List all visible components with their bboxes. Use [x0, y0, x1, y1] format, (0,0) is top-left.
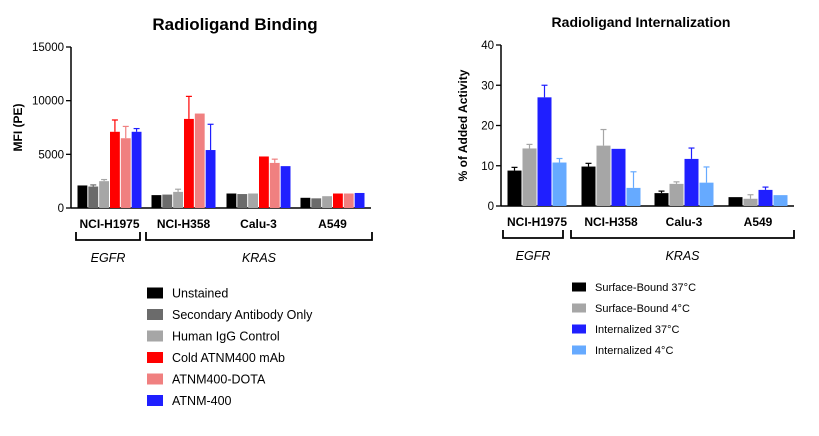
chart1-legend-label: Unstained: [172, 287, 228, 301]
chart1-bar: [77, 185, 88, 208]
chart2-bar: [626, 187, 641, 206]
chart2-y-tick-label: 10: [481, 161, 494, 173]
chart2-x-tick-label: A549: [744, 215, 773, 229]
chart2-bar: [743, 198, 758, 206]
chart1-bar: [120, 138, 131, 208]
chart1-bar: [354, 192, 365, 208]
chart2-bar: [581, 166, 596, 206]
chart1-x-tick-label: NCI-H1975: [79, 217, 139, 231]
chart1-y-tick-label: 0: [58, 203, 64, 215]
chart2-legend-label: Internalized 4°C: [595, 345, 673, 357]
chart2-y-axis-label: % of Added Activity: [456, 69, 470, 181]
chart2-bar: [669, 183, 684, 206]
chart2-x-tick-label: NCI-H1975: [507, 215, 567, 229]
chart1-bar: [280, 166, 291, 208]
chart1-bar: [300, 197, 311, 208]
chart2-bar: [522, 148, 537, 206]
chart1-bar: [173, 191, 183, 208]
chart1-bar: [99, 181, 109, 208]
chart2-bar: [773, 195, 788, 206]
chart1-legend-swatch: [147, 395, 163, 406]
chart1-group-label: KRAS: [242, 251, 277, 265]
chart1-bar: [131, 131, 142, 208]
chart1-legend-label: ATNM-400: [172, 394, 232, 408]
chart1-bar: [184, 118, 194, 208]
chart2-bar: [507, 170, 522, 206]
chart1-legend-swatch: [147, 373, 163, 385]
chart1-bar: [205, 150, 216, 208]
chart1-y-tick-label: 10000: [32, 96, 64, 108]
chart1-x-tick-label: A549: [318, 217, 347, 231]
chart2-group-label: EGFR: [516, 249, 551, 263]
chart2-y-tick-label: 40: [481, 40, 494, 52]
chart2-bar: [654, 193, 669, 206]
chart2-group-bracket: [502, 230, 564, 239]
chart1-legend-swatch: [147, 309, 163, 320]
chart1-legend-label: Human IgG Control: [172, 330, 280, 344]
chart2-legend-label: Surface-Bound 4°C: [595, 303, 690, 315]
chart1-bar: [322, 196, 332, 208]
chart1-bar: [194, 113, 205, 208]
chart1-bar: [237, 194, 248, 208]
chart1-bar: [162, 194, 173, 208]
chart1-group-label: EGFR: [91, 251, 126, 265]
chart2-legend-label: Surface-Bound 37°C: [595, 282, 696, 294]
chart2-group-bracket: [570, 230, 795, 239]
chart1-bar: [226, 193, 237, 208]
chart1-legend-swatch: [147, 352, 163, 363]
chart1-legend-swatch: [147, 287, 163, 299]
chart1-bar: [333, 193, 343, 208]
chart1-title: Radioligand Binding: [152, 15, 317, 34]
chart2-legend-swatch: [572, 345, 586, 355]
chart1-group-bracket: [145, 232, 373, 241]
chart2-bar: [611, 148, 626, 206]
chart2-bar: [537, 97, 552, 206]
chart2-x-tick-label: NCI-H358: [584, 215, 638, 229]
chart1-legend-label: ATNM400-DOTA: [172, 373, 266, 387]
chart2-y-tick-label: 20: [481, 121, 494, 133]
chart2-y-tick-label: 30: [481, 80, 494, 92]
chart1-legend-label: Cold ATNM400 mAb: [172, 351, 285, 365]
chart1-legend-swatch: [147, 330, 163, 342]
chart2-bar: [552, 162, 567, 206]
chart1-y-axis-label: MFI (PE): [11, 104, 25, 152]
chart1-bar: [110, 131, 120, 208]
chart2-legend-swatch: [572, 303, 586, 313]
chart2-bar: [758, 189, 773, 206]
chart1-bar: [259, 156, 269, 208]
chart2-legend-swatch: [572, 324, 586, 334]
chart1-bar: [269, 162, 280, 208]
chart1-group-bracket: [75, 232, 141, 241]
chart2-bar: [684, 158, 699, 206]
chart2-bar: [728, 197, 743, 206]
chart1-bar: [151, 195, 162, 208]
chart1-bar: [248, 193, 258, 208]
chart2-y-tick-label: 0: [488, 201, 494, 213]
chart1-legend-label: Secondary Antibody Only: [172, 308, 313, 322]
chart1-y-tick-label: 5000: [38, 149, 64, 161]
chart1-y-tick-label: 15000: [32, 42, 64, 54]
chart1-x-tick-label: Calu-3: [240, 217, 277, 231]
chart2-group-label: KRAS: [665, 249, 700, 263]
chart1-bar: [88, 186, 99, 208]
chart2-title: Radioligand Internalization: [552, 14, 731, 30]
chart2-bar: [596, 145, 611, 206]
chart2-bar: [699, 182, 714, 206]
chart2-legend-label: Internalized 37°C: [595, 324, 680, 336]
chart1-x-tick-label: NCI-H358: [157, 217, 211, 231]
chart2-x-tick-label: Calu-3: [666, 215, 703, 229]
chart1-bar: [343, 193, 354, 208]
chart1-bar: [311, 198, 322, 208]
chart2-legend-swatch: [572, 282, 586, 292]
